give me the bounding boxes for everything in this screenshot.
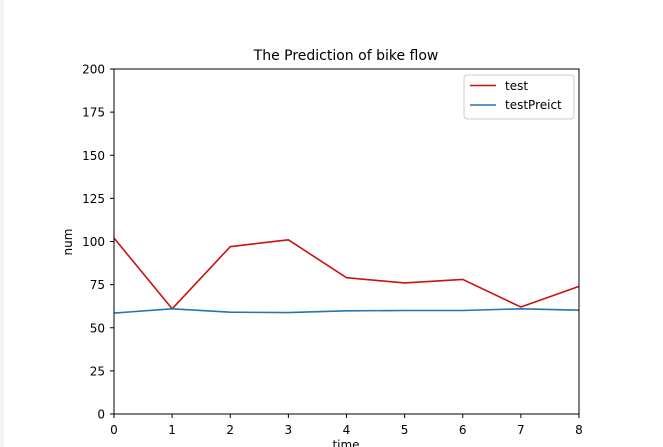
legend: test testPreict	[463, 74, 575, 120]
y-tick-label: 25	[90, 364, 105, 378]
x-tick-label: 2	[226, 423, 234, 437]
y-axis-ticks: 0 25 50 75 100 125 150 175 200	[82, 63, 114, 422]
series-line-testpreict	[113, 307, 580, 314]
y-tick-label: 50	[90, 321, 105, 335]
x-axis-ticks: 0 1 2 3 4 5 6 7 8	[110, 414, 583, 437]
y-tick-label: 75	[90, 278, 105, 292]
x-tick-label: 3	[285, 423, 293, 437]
y-tick-label: 200	[82, 63, 105, 77]
x-axis-label: time	[332, 438, 359, 447]
y-tick-label: 125	[82, 192, 105, 206]
chart-title: The Prediction of bike flow	[253, 48, 439, 64]
y-tick-label: 150	[82, 149, 105, 163]
x-tick-label: 1	[168, 423, 176, 437]
legend-label-testpreict: testPreict	[505, 98, 562, 112]
y-axis-label: num	[61, 229, 75, 256]
legend-label-test: test	[505, 79, 528, 93]
y-tick-label: 0	[97, 408, 105, 422]
y-tick-label: 100	[82, 235, 105, 249]
x-tick-label: 8	[575, 423, 583, 437]
window-edge	[0, 0, 4, 447]
x-tick-label: 7	[517, 423, 525, 437]
plot-frame	[113, 68, 580, 415]
x-tick-label: 6	[459, 423, 467, 437]
series-lines	[113, 237, 580, 314]
x-tick-label: 0	[110, 423, 118, 437]
x-tick-label: 4	[343, 423, 351, 437]
x-tick-label: 5	[401, 423, 409, 437]
series-line-test	[113, 237, 580, 310]
y-tick-label: 175	[82, 106, 105, 120]
